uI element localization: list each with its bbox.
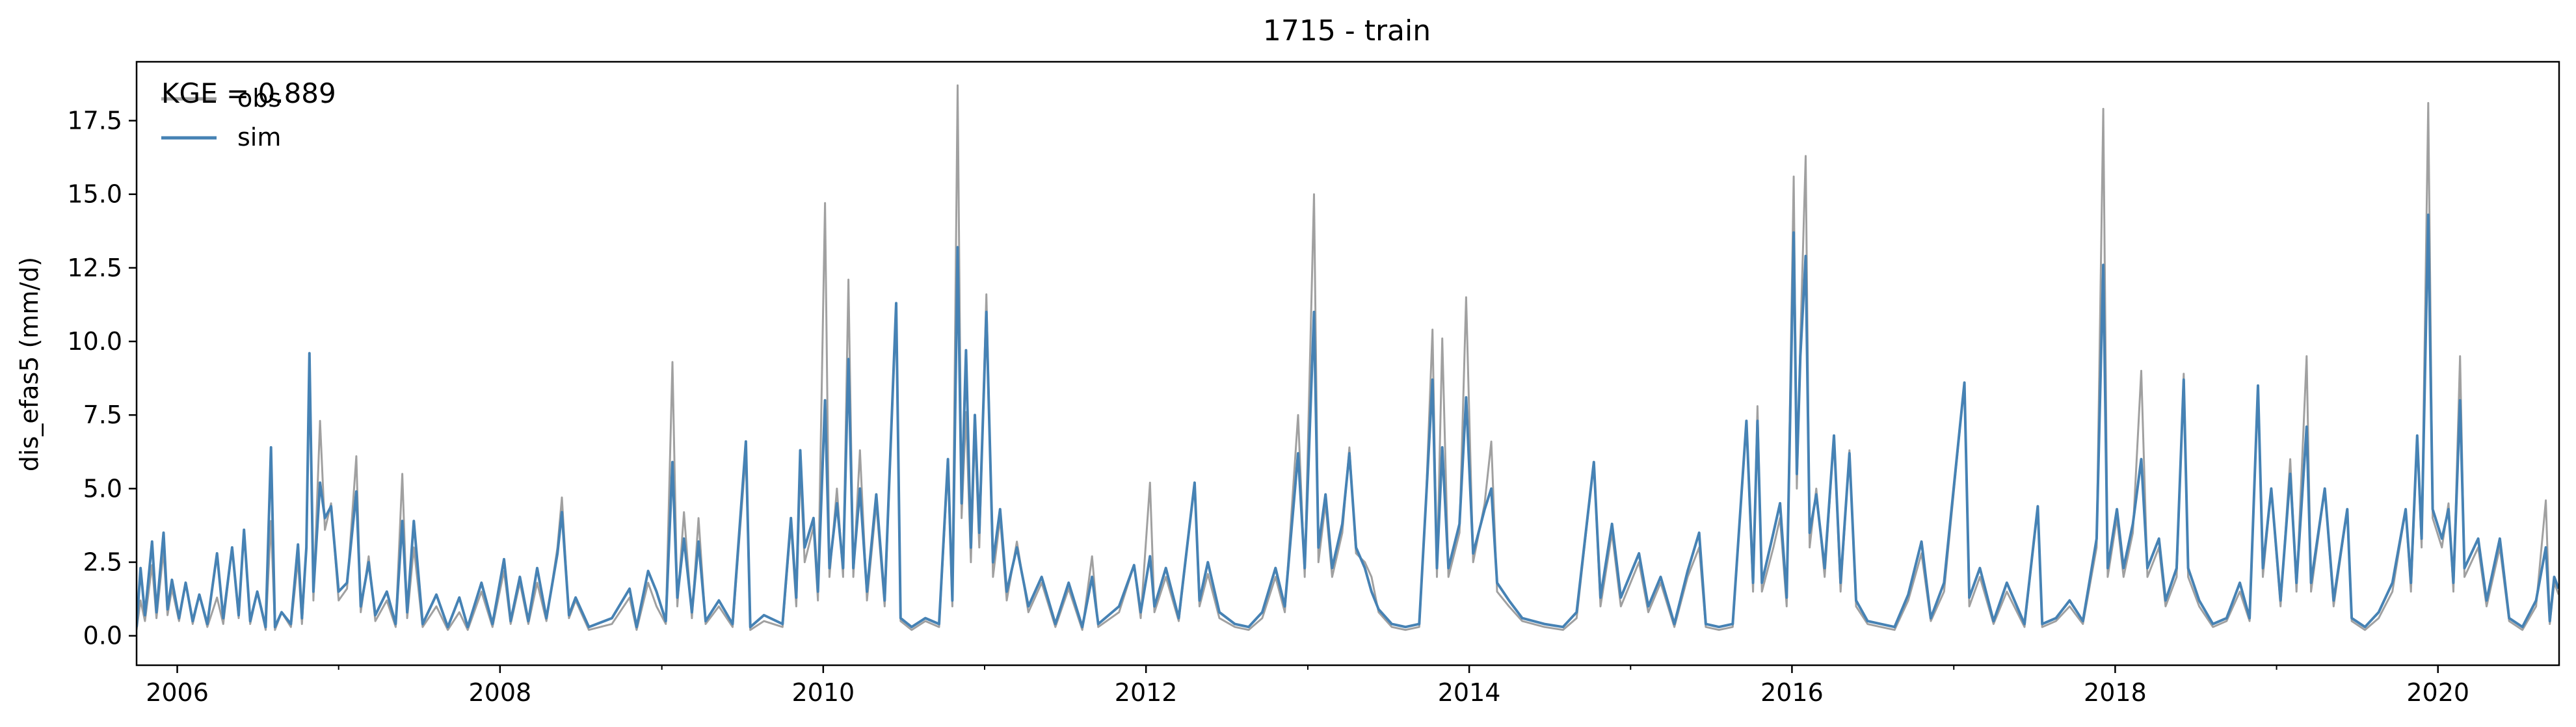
legend-sim-label: sim [237,123,281,152]
x-tick-label: 2020 [2406,678,2469,707]
legend: obs sim [161,84,281,152]
x-tick-label: 2018 [2084,678,2147,707]
x-tick-label: 2012 [1115,678,1178,707]
y-axis-label: dis_efas5 (mm/d) [15,257,44,471]
y-tick-label: 0.0 [83,622,122,650]
x-tick-label: 2014 [1438,678,1501,707]
x-tick-label: 2016 [1760,678,1824,707]
x-tick-label: 2010 [791,678,855,707]
y-tick-label: 12.5 [67,254,122,282]
sim-series-line [137,213,2559,629]
y-tick-label: 10.0 [67,327,122,356]
x-tick-label: 2008 [468,678,531,707]
y-tick-label: 2.5 [83,548,122,577]
plot-frame [135,60,2560,667]
y-tick-label: 15.0 [67,180,122,209]
y-axis-ticks: 0.0 2.5 5.0 7.5 10.0 12.5 15.0 17.5 [67,107,137,650]
legend-obs-label: obs [237,84,281,112]
chart-title: 1715 - train [1263,14,1431,47]
y-tick-label: 17.5 [67,107,122,135]
x-tick-label: 2006 [146,678,209,707]
kge-annotation: KGE = 0.889 [161,77,336,109]
y-tick-label: 5.0 [83,474,122,503]
x-axis-ticks: 2006 2008 2010 2012 2014 2016 2018 2020 [146,665,2469,707]
y-tick-label: 7.5 [83,401,122,429]
